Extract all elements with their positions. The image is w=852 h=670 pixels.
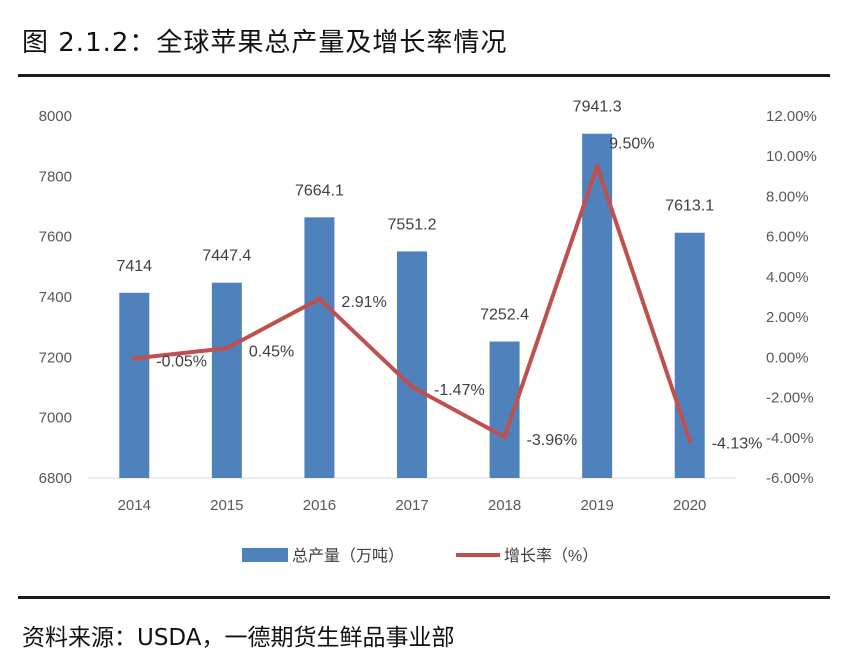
line-data-label: -1.47% [434,382,485,399]
source-note: 资料来源：USDA，一德期货生鲜品事业部 [22,625,455,651]
x-tick-label: 2014 [118,497,151,514]
line-point [131,355,137,361]
y-right-axis: -6.00% -4.00% -2.00% 0.00% 2.00% 4.00% 6.00% 8.… [766,108,817,487]
line-point [687,437,693,443]
line-data-label: -4.13% [712,435,763,452]
y-left-tick-label: 7200 [39,349,72,366]
y-right-tick-label: 2.00% [766,309,809,326]
line-data-label: 0.45% [249,343,294,360]
legend-bar-swatch [242,548,288,562]
line-point [409,384,415,390]
y-left-tick-label: 7600 [39,229,72,246]
bottom-rule [18,596,830,599]
bar-data-label: 7252.4 [480,307,529,324]
bar-data-label: 7664.1 [295,182,344,199]
y-right-tick-label: -6.00% [766,470,814,487]
bar [397,251,427,478]
line-data-label: 9.50% [609,135,654,152]
x-tick-label: 2018 [488,497,521,514]
x-tick-label: 2019 [580,497,613,514]
bar [582,133,613,479]
x-tick-label: 2016 [303,497,336,514]
line-data-labels: -0.05% 0.45% 2.91% -1.47% -3.96% 9.50% -4.13% [156,135,762,452]
y-left-tick-label: 8000 [39,108,72,125]
figure-title: 图 2.1.2：全球苹果总产量及增长率情况 [22,28,508,58]
y-left-tick-label: 7000 [39,410,72,427]
y-right-tick-label: 8.00% [766,188,809,205]
bar [211,282,242,478]
legend: 总产量（万吨） 增长率（%） [242,547,598,565]
y-right-tick-label: -2.00% [766,390,814,407]
y-right-tick-label: 4.00% [766,269,809,286]
bar-data-label: 7447.4 [202,248,251,265]
y-left-axis: 6800 7000 7200 7400 7600 7800 8000 [39,108,72,487]
bar-data-label: 7941.3 [573,99,622,116]
bar [304,217,335,478]
bar [119,292,150,478]
line-point [224,345,230,351]
x-tick-label: 2017 [395,497,428,514]
top-rule [18,74,830,77]
line-series [131,163,693,443]
legend-bar-label: 总产量（万吨） [292,547,404,565]
y-right-tick-label: -4.00% [766,430,814,447]
line-point [316,296,322,302]
bar-data-label: 7551.2 [388,216,437,233]
x-tick-label: 2020 [673,497,706,514]
y-right-tick-label: 10.00% [766,148,817,165]
y-left-tick-label: 7800 [39,168,72,185]
line-data-label: 2.91% [341,294,386,311]
y-left-tick-label: 7400 [39,289,72,306]
y-right-tick-label: 12.00% [766,108,817,125]
line-data-label: -0.05% [156,353,207,370]
y-right-tick-label: 6.00% [766,229,809,246]
legend-line-label: 增长率（%） [504,547,598,565]
bar-data-label: 7414 [116,258,152,275]
y-right-tick-label: 0.00% [766,349,809,366]
line-data-label: -3.96% [527,432,578,449]
line-point [502,434,508,440]
chart-canvas: 6800 7000 7200 7400 7600 7800 8000 -6.00% -4.00… [39,99,817,565]
bar-data-label: 7613.1 [665,198,714,215]
bar-series [119,133,705,479]
bar-data-labels: 7414 7447.4 7664.1 7551.2 7252.4 7941.3 7613.1 [116,99,714,324]
x-axis: 2014 2015 2016 2017 2018 2019 2020 [118,497,707,514]
y-left-tick-label: 6800 [39,470,72,487]
x-tick-label: 2015 [210,497,243,514]
line-point [594,163,600,169]
